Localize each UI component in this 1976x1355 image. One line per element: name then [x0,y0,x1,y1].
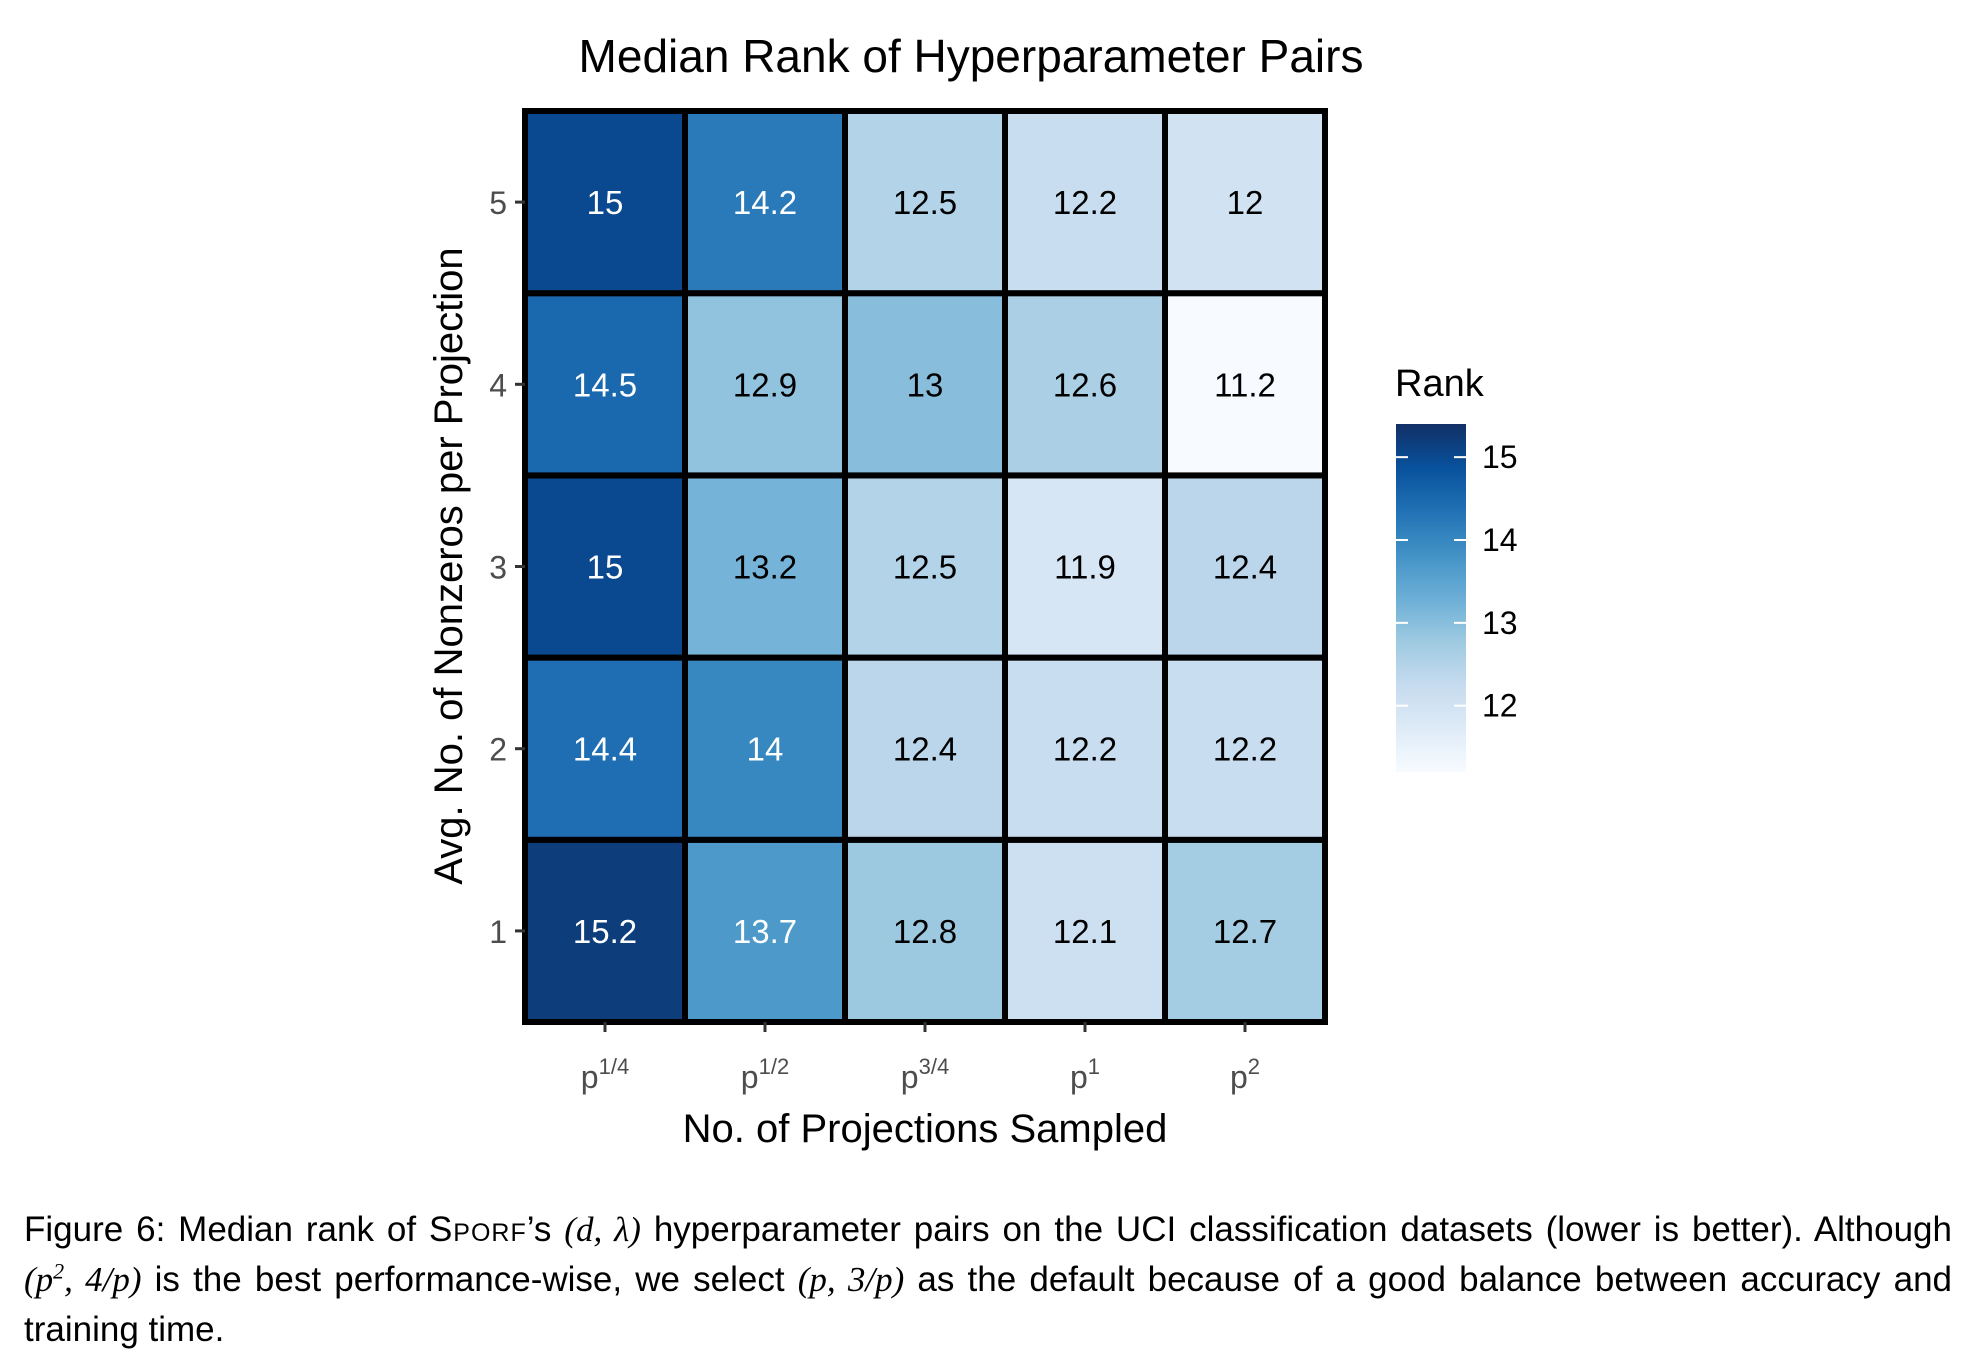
heatmap-figure: Median Rank of Hyperparameter Pairs 15.2… [427,30,1518,1151]
cell-value-label: 14.2 [733,184,797,221]
caption-best-math-sup: 2 [53,1258,65,1284]
cell-value-label: 12.2 [1213,731,1277,768]
heatmap-cell-r2-c2 [682,654,848,843]
x-axis-label: No. of Projections Sampled [683,1107,1168,1151]
caption-default-math: (p, 3/p) [797,1260,905,1299]
chart-title: Median Rank of Hyperparameter Pairs [579,30,1364,82]
heatmap-cell-r3-c2 [682,472,848,661]
cell-value-label: 15.2 [573,913,637,950]
cell-value-label: 12 [1227,184,1264,221]
cell-value-label: 12.1 [1053,913,1117,950]
x-tick-label: p3/4 [901,1054,949,1095]
cell-value-label: 12.4 [893,731,957,768]
figure-caption: Figure 6: Median rank of Sporf’s (d, λ) … [24,1205,1952,1355]
x-tick-label: p1 [1070,1054,1100,1095]
cell-value-label: 12.9 [733,366,797,403]
caption-part-4: as the default because of a good balance… [24,1260,1952,1349]
y-tick-label: 5 [489,185,507,221]
x-tick-label: p1/4 [581,1054,629,1095]
caption-part-2: hyperparameter pairs on the UCI classifi… [640,1210,1952,1249]
heatmap-cell-r2-c3 [842,654,1008,843]
heatmap-cell-r4-c2 [682,290,848,479]
caption-part-3: is the best performance-wise, we select [141,1260,798,1299]
legend-title: Rank [1395,363,1485,405]
cell-value-label: 14 [747,731,784,768]
cell-value-label: 12.8 [893,913,957,950]
cell-value-label: 13 [907,366,944,403]
cell-value-label: 12.4 [1213,549,1277,586]
caption-best-math-close: , 4/p) [64,1260,142,1299]
legend-colorbar [1396,424,1466,772]
legend-tick-label: 13 [1482,605,1518,641]
cell-value-label: 12.7 [1213,913,1277,950]
cell-value-label: 15 [587,184,624,221]
cell-value-label: 12.2 [1053,731,1117,768]
cell-value-label: 14.5 [573,366,637,403]
cell-value-label: 12.5 [893,549,957,586]
x-axis: p1/4 p1/2 p3/4 p1 p2 [581,1022,1260,1095]
caption-best-math: (p2, 4/p) [24,1260,141,1299]
caption-method-name: Sporf [428,1210,527,1249]
cell-value-label: 12.6 [1053,366,1117,403]
heatmap-cell-labels: 15.2 13.7 12.8 12.1 12.7 14.4 14 12.4 12.2 12.2 15… [573,184,1277,950]
legend-tick-label: 14 [1482,522,1518,558]
heatmap-cell-r5-c3 [842,108,1008,297]
legend-ticks: 15 14 13 12 [1396,439,1518,724]
y-tick-label: 3 [489,550,507,586]
y-axis: 1 2 3 4 5 [489,185,525,950]
legend-tick-label: 15 [1482,439,1518,475]
caption-after-method: ’s [526,1210,565,1249]
heatmap-cell-r4-c4 [1002,290,1168,479]
cell-value-label: 12.2 [1053,184,1117,221]
heatmap-cell-r5-c5 [1162,108,1328,297]
cell-value-label: 13.7 [733,913,797,950]
cell-value-label: 15 [587,549,624,586]
heatmap-cell-r2-c4 [1002,654,1168,843]
cell-value-label: 12.5 [893,184,957,221]
cell-value-label: 14.4 [573,731,637,768]
x-tick-label: p1/2 [741,1054,789,1095]
heatmap-cell-r3-c3 [842,472,1008,661]
legend-tick-label: 12 [1482,688,1518,724]
caption-prefix: Figure 6: Median rank of [24,1210,429,1249]
cell-value-label: 11.9 [1054,549,1116,586]
y-tick-label: 2 [489,732,507,768]
y-tick-label: 1 [489,914,507,950]
heatmap-cell-r2-c5 [1162,654,1328,843]
heatmap-cell-r4-c5 [1162,290,1328,479]
cell-value-label: 13.2 [733,549,797,586]
y-tick-label: 4 [489,367,507,403]
color-legend: Rank 15 14 13 12 [1395,363,1518,772]
caption-pair-math: (d, λ) [564,1210,641,1249]
heatmap-cells [522,108,1328,1025]
cell-value-label: 11.2 [1214,366,1276,403]
caption-best-math-open: (p [24,1260,54,1299]
y-axis-label: Avg. No. of Nonzeros per Projection [427,247,471,884]
x-tick-label: p2 [1230,1054,1260,1095]
